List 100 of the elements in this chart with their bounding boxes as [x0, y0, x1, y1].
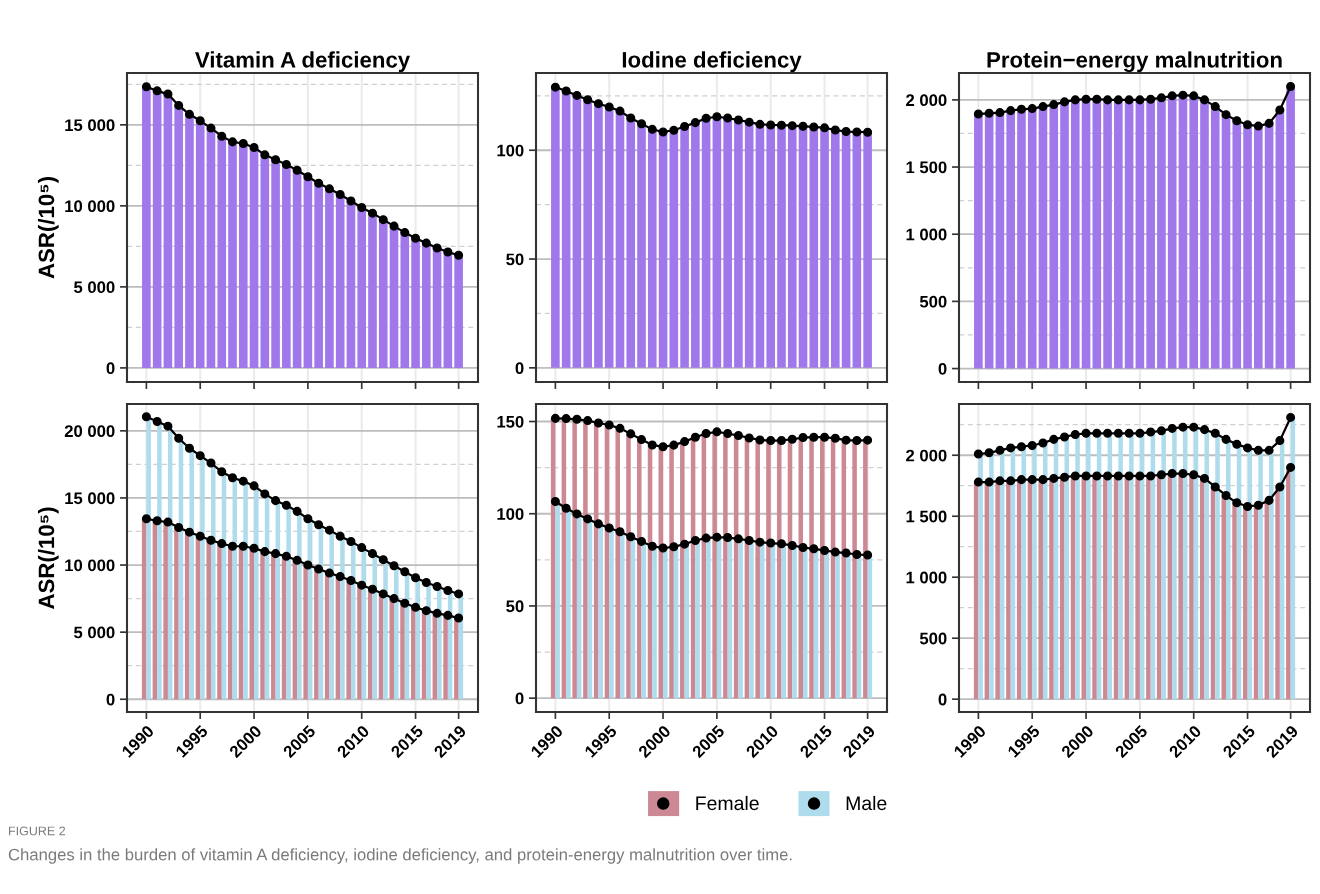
point — [228, 473, 238, 483]
bar — [1006, 480, 1011, 700]
point — [1103, 428, 1113, 438]
point — [1092, 94, 1102, 104]
point — [174, 433, 184, 443]
point — [1167, 91, 1177, 101]
bar — [378, 219, 388, 368]
bar — [271, 553, 276, 700]
bar — [1060, 101, 1069, 369]
point — [271, 155, 281, 165]
y-tick-label: 20 000 — [64, 425, 115, 438]
bar — [1221, 495, 1227, 700]
bar — [1243, 124, 1252, 369]
point — [798, 433, 808, 443]
point — [615, 423, 625, 433]
bar — [1232, 120, 1242, 369]
y-tick-label: 0 — [938, 362, 947, 375]
point — [184, 109, 194, 119]
bar — [1172, 428, 1177, 700]
text: Changes in the burden of vitamin A deficiency, iodine deficiency, and protein-energy malnutrition over time. — [8, 848, 792, 864]
point — [281, 551, 291, 561]
y-tick-label: 0 — [106, 362, 115, 375]
bar — [1129, 433, 1134, 700]
bar — [260, 551, 265, 700]
y-tick-label: 15 000 — [65, 492, 115, 505]
bar — [1264, 123, 1274, 369]
point — [260, 547, 270, 557]
point — [1243, 501, 1253, 511]
bar — [1042, 443, 1048, 700]
point — [787, 434, 797, 444]
point — [973, 449, 983, 459]
bar — [297, 511, 302, 700]
bar — [626, 433, 631, 699]
point — [443, 586, 453, 596]
point — [626, 532, 636, 542]
point — [1006, 443, 1016, 453]
point — [712, 532, 722, 542]
point — [755, 537, 765, 547]
bar — [443, 252, 453, 368]
bar — [357, 207, 367, 368]
bar — [734, 120, 743, 368]
point — [1275, 436, 1285, 446]
point — [984, 448, 994, 458]
bar — [647, 129, 657, 368]
point — [766, 538, 776, 548]
point — [766, 436, 776, 446]
point — [776, 120, 786, 130]
point — [863, 435, 873, 445]
y-tick-label: 5 000 — [74, 626, 115, 639]
point — [1016, 104, 1026, 114]
bar — [303, 565, 308, 700]
point — [744, 535, 754, 545]
point — [432, 608, 442, 618]
point — [701, 533, 711, 543]
point — [680, 539, 690, 549]
bar — [217, 543, 222, 700]
point — [561, 86, 571, 96]
bar — [1210, 106, 1220, 369]
bar — [1135, 475, 1140, 700]
point — [1264, 118, 1274, 128]
bar — [787, 125, 797, 368]
bar — [1189, 474, 1194, 700]
bar — [1178, 473, 1183, 700]
y-tick-label: 10 000 — [65, 200, 115, 213]
point — [1113, 471, 1123, 481]
bar — [626, 118, 636, 368]
point — [1189, 91, 1199, 101]
point — [1264, 495, 1274, 505]
bar — [798, 126, 808, 368]
point — [1167, 423, 1177, 433]
point — [1006, 106, 1016, 116]
point — [357, 202, 367, 213]
point — [852, 127, 862, 137]
bar — [1124, 99, 1134, 369]
point — [1103, 95, 1113, 105]
point — [1189, 470, 1199, 480]
bar — [652, 546, 657, 699]
bar — [394, 565, 399, 700]
bar — [422, 243, 431, 368]
point — [217, 131, 227, 141]
bar — [1086, 433, 1091, 700]
point — [1146, 471, 1156, 481]
bar — [1092, 99, 1102, 369]
point — [1016, 475, 1026, 485]
point — [238, 138, 248, 148]
point — [324, 568, 334, 578]
point — [152, 416, 162, 426]
point — [1027, 104, 1037, 114]
point — [723, 533, 733, 543]
point — [744, 433, 754, 443]
bar — [723, 118, 732, 368]
point — [454, 250, 464, 260]
point — [400, 598, 410, 608]
point — [206, 123, 216, 133]
y-tick-label: 150 — [497, 415, 524, 428]
bar — [1161, 430, 1166, 700]
point — [830, 547, 840, 557]
point — [809, 544, 819, 554]
point — [228, 541, 238, 551]
point — [626, 429, 636, 439]
